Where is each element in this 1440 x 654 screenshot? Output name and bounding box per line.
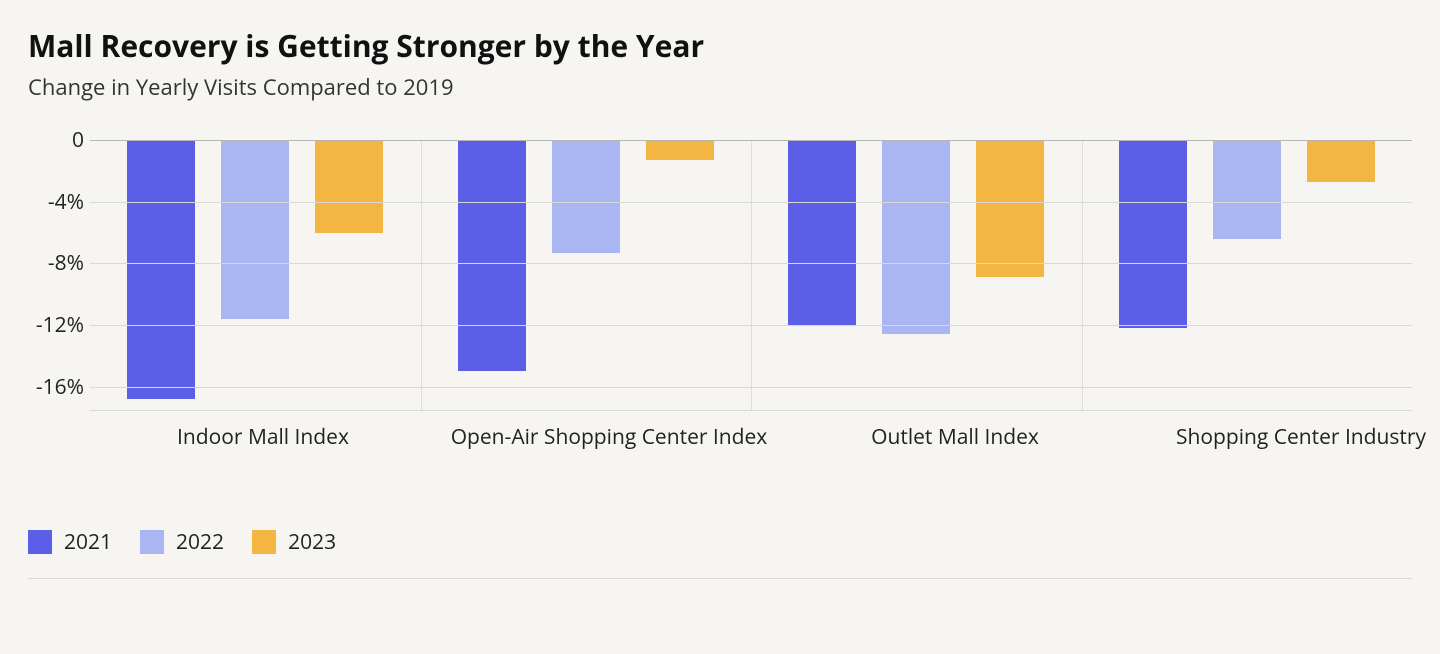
bar — [127, 140, 195, 399]
legend-swatch — [252, 530, 276, 554]
legend-label: 2021 — [64, 528, 112, 556]
gridline — [90, 263, 1412, 264]
bars-wrap — [458, 140, 714, 371]
plot-area — [90, 140, 1412, 410]
bars-wrap — [788, 140, 1044, 334]
bar — [976, 140, 1044, 277]
chart-inner: 0-4%-8%-12%-16% — [28, 140, 1412, 410]
bar — [646, 140, 714, 160]
chart-canvas: Mall Recovery is Getting Stronger by the… — [0, 0, 1440, 654]
plot-bottom-border — [90, 410, 1412, 411]
legend: 2021 2022 2023 — [28, 528, 1412, 556]
legend-item: 2023 — [252, 528, 336, 556]
y-tick-label: 0 — [72, 126, 84, 154]
category-group — [90, 140, 421, 410]
bars-wrap — [1119, 140, 1375, 328]
category-group — [421, 140, 752, 410]
y-tick-label: -16% — [36, 373, 84, 401]
x-axis-label: Indoor Mall Index — [90, 424, 436, 488]
bottom-rule — [28, 578, 1412, 579]
legend-label: 2023 — [288, 528, 336, 556]
legend-item: 2021 — [28, 528, 112, 556]
chart-area: 0-4%-8%-12%-16% Indoor Mall IndexOpen-Ai… — [28, 140, 1412, 488]
bar — [788, 140, 856, 325]
bar — [458, 140, 526, 371]
gridline — [90, 325, 1412, 326]
category-divider — [421, 140, 422, 410]
gridline — [90, 387, 1412, 388]
bar — [1307, 140, 1375, 182]
x-axis-label: Outlet Mall Index — [782, 424, 1128, 488]
legend-swatch — [140, 530, 164, 554]
chart-subtitle: Change in Yearly Visits Compared to 2019 — [28, 72, 1412, 102]
gridline — [90, 202, 1412, 203]
bar — [1119, 140, 1187, 328]
x-axis-labels: Indoor Mall IndexOpen-Air Shopping Cente… — [90, 424, 1440, 488]
bar — [882, 140, 950, 334]
bars-wrap — [127, 140, 383, 399]
bar — [315, 140, 383, 233]
legend-item: 2022 — [140, 528, 224, 556]
bar — [1213, 140, 1281, 239]
y-tick-label: -4% — [48, 188, 84, 216]
y-tick-label: -12% — [36, 311, 84, 339]
category-group — [1082, 140, 1413, 410]
gridline — [90, 140, 1412, 141]
chart-title: Mall Recovery is Getting Stronger by the… — [28, 28, 1412, 64]
y-axis: 0-4%-8%-12%-16% — [28, 140, 90, 410]
y-tick-label: -8% — [48, 249, 84, 277]
x-axis-label: Shopping Center Industry — [1128, 424, 1440, 488]
legend-label: 2022 — [176, 528, 224, 556]
x-axis-label: Open-Air Shopping Center Index — [436, 424, 782, 488]
bar — [221, 140, 289, 319]
category-divider — [751, 140, 752, 410]
legend-swatch — [28, 530, 52, 554]
bar-groups — [90, 140, 1412, 410]
category-divider — [1082, 140, 1083, 410]
bar — [552, 140, 620, 253]
category-group — [751, 140, 1082, 410]
